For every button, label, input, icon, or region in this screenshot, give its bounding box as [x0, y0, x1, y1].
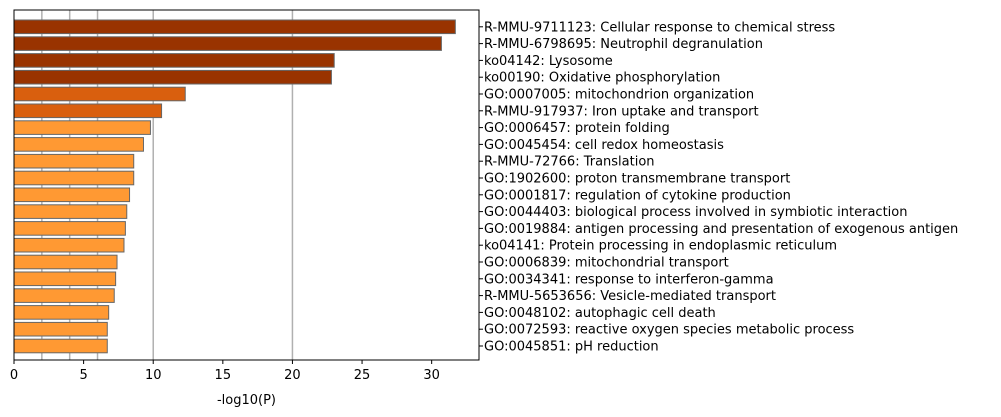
bar [13, 271, 117, 287]
bar [13, 288, 115, 303]
category-label: GO:1902600: proton transmembrane transpo… [484, 172, 790, 187]
x-tick-label: 0 [10, 368, 18, 383]
bar [13, 237, 125, 253]
category-label: GO:0001817: regulation of cytokine produ… [484, 188, 791, 203]
category-label: R-MMU-6798695: Neutrophil degranulation [484, 37, 763, 52]
bar [13, 321, 108, 337]
x-tick-label: 5 [79, 368, 87, 383]
bar [13, 204, 128, 219]
category-labels: R-MMU-9711123: Cellular response to chem… [479, 20, 958, 355]
bar [13, 338, 108, 354]
bar [13, 103, 163, 119]
category-label: GO:0045454: cell redox homeostasis [484, 138, 724, 153]
bar [13, 305, 110, 320]
category-label: GO:0007005: mitochondrion organization [484, 88, 754, 103]
category-label: GO:0072593: reactive oxygen species meta… [484, 323, 854, 338]
category-label: GO:0006839: mitochondrial transport [484, 256, 729, 271]
category-label: GO:0045851: pH reduction [484, 340, 659, 355]
x-axis-label: -log10(P) [217, 393, 276, 408]
bar [13, 36, 442, 51]
bars [13, 19, 456, 354]
category-label: R-MMU-72766: Translation [484, 155, 655, 170]
category-label: GO:0048102: autophagic cell death [484, 306, 716, 321]
bar [13, 19, 456, 35]
x-tick-label: 25 [354, 368, 371, 383]
bar [13, 53, 335, 68]
x-tick-label: 20 [284, 368, 301, 383]
category-label: R-MMU-5653656: Vesicle-mediated transpor… [484, 289, 776, 304]
category-label: ko04142: Lysosome [484, 54, 613, 69]
category-label: GO:0034341: response to interferon-gamma [484, 272, 774, 287]
category-label: GO:0006457: protein folding [484, 121, 670, 136]
x-tick-label: 30 [423, 368, 440, 383]
bar [13, 221, 126, 236]
category-label: R-MMU-917937: Iron uptake and transport [484, 104, 759, 119]
category-label: GO:0044403: biological process involved … [484, 205, 907, 220]
x-axis-ticks: 0 5 10 15 20 25 30 [10, 360, 440, 383]
bar [13, 153, 135, 169]
plot-frame [13, 9, 480, 361]
bar [13, 69, 332, 85]
bar [13, 170, 135, 186]
bar [13, 86, 186, 102]
category-label: GO:0019884: antigen processing and prese… [484, 222, 958, 237]
x-tick-label: 10 [145, 368, 162, 383]
category-label: ko00190: Oxidative phosphorylation [484, 71, 720, 86]
bar [13, 187, 131, 203]
category-label: R-MMU-9711123: Cellular response to chem… [484, 20, 835, 35]
bar [13, 254, 118, 270]
category-label: ko04141: Protein processing in endoplasm… [484, 239, 837, 254]
x-tick-label: 15 [215, 368, 232, 383]
bar [13, 120, 151, 135]
bar [13, 137, 144, 152]
